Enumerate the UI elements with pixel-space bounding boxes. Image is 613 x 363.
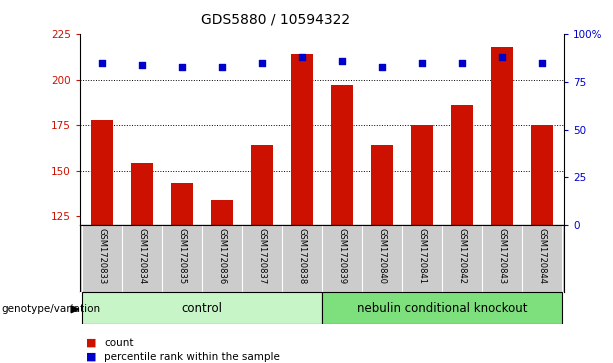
Text: GSM1720842: GSM1720842: [457, 228, 466, 285]
Text: GSM1720838: GSM1720838: [297, 228, 306, 285]
Bar: [171, 183, 192, 225]
Text: GSM1720839: GSM1720839: [337, 228, 346, 285]
Polygon shape: [71, 306, 78, 313]
Point: [377, 64, 387, 70]
Text: genotype/variation: genotype/variation: [1, 304, 101, 314]
Bar: [322, 292, 562, 324]
Bar: [451, 105, 473, 225]
Bar: [91, 120, 113, 225]
Text: percentile rank within the sample: percentile rank within the sample: [104, 352, 280, 362]
Text: GSM1720835: GSM1720835: [177, 228, 186, 285]
Bar: [491, 47, 513, 225]
Point: [537, 60, 547, 66]
Text: control: control: [181, 302, 223, 314]
Text: GSM1720844: GSM1720844: [538, 228, 546, 285]
Point: [497, 54, 507, 60]
Text: nebulin conditional knockout: nebulin conditional knockout: [357, 302, 527, 314]
Point: [217, 64, 227, 70]
Text: GDS5880 / 10594322: GDS5880 / 10594322: [201, 13, 351, 27]
Point: [297, 54, 306, 60]
Point: [417, 60, 427, 66]
Text: ■: ■: [86, 338, 96, 348]
Bar: [291, 54, 313, 225]
Point: [137, 62, 147, 68]
Text: GSM1720840: GSM1720840: [378, 228, 386, 285]
Point: [337, 58, 347, 64]
Text: GSM1720836: GSM1720836: [217, 228, 226, 285]
Bar: [531, 125, 553, 225]
Bar: [331, 85, 353, 225]
Bar: [371, 145, 393, 225]
Bar: [411, 125, 433, 225]
Text: GSM1720834: GSM1720834: [137, 228, 147, 285]
Point: [177, 64, 186, 70]
Bar: [251, 145, 273, 225]
Text: GSM1720833: GSM1720833: [97, 228, 106, 285]
Point: [257, 60, 267, 66]
Bar: [82, 292, 322, 324]
Point: [457, 60, 467, 66]
Text: GSM1720837: GSM1720837: [257, 228, 266, 285]
Bar: [211, 200, 233, 225]
Bar: [131, 163, 153, 225]
Text: GSM1720841: GSM1720841: [417, 228, 427, 285]
Text: count: count: [104, 338, 134, 348]
Text: ■: ■: [86, 352, 96, 362]
Point: [97, 60, 107, 66]
Text: GSM1720843: GSM1720843: [497, 228, 506, 285]
